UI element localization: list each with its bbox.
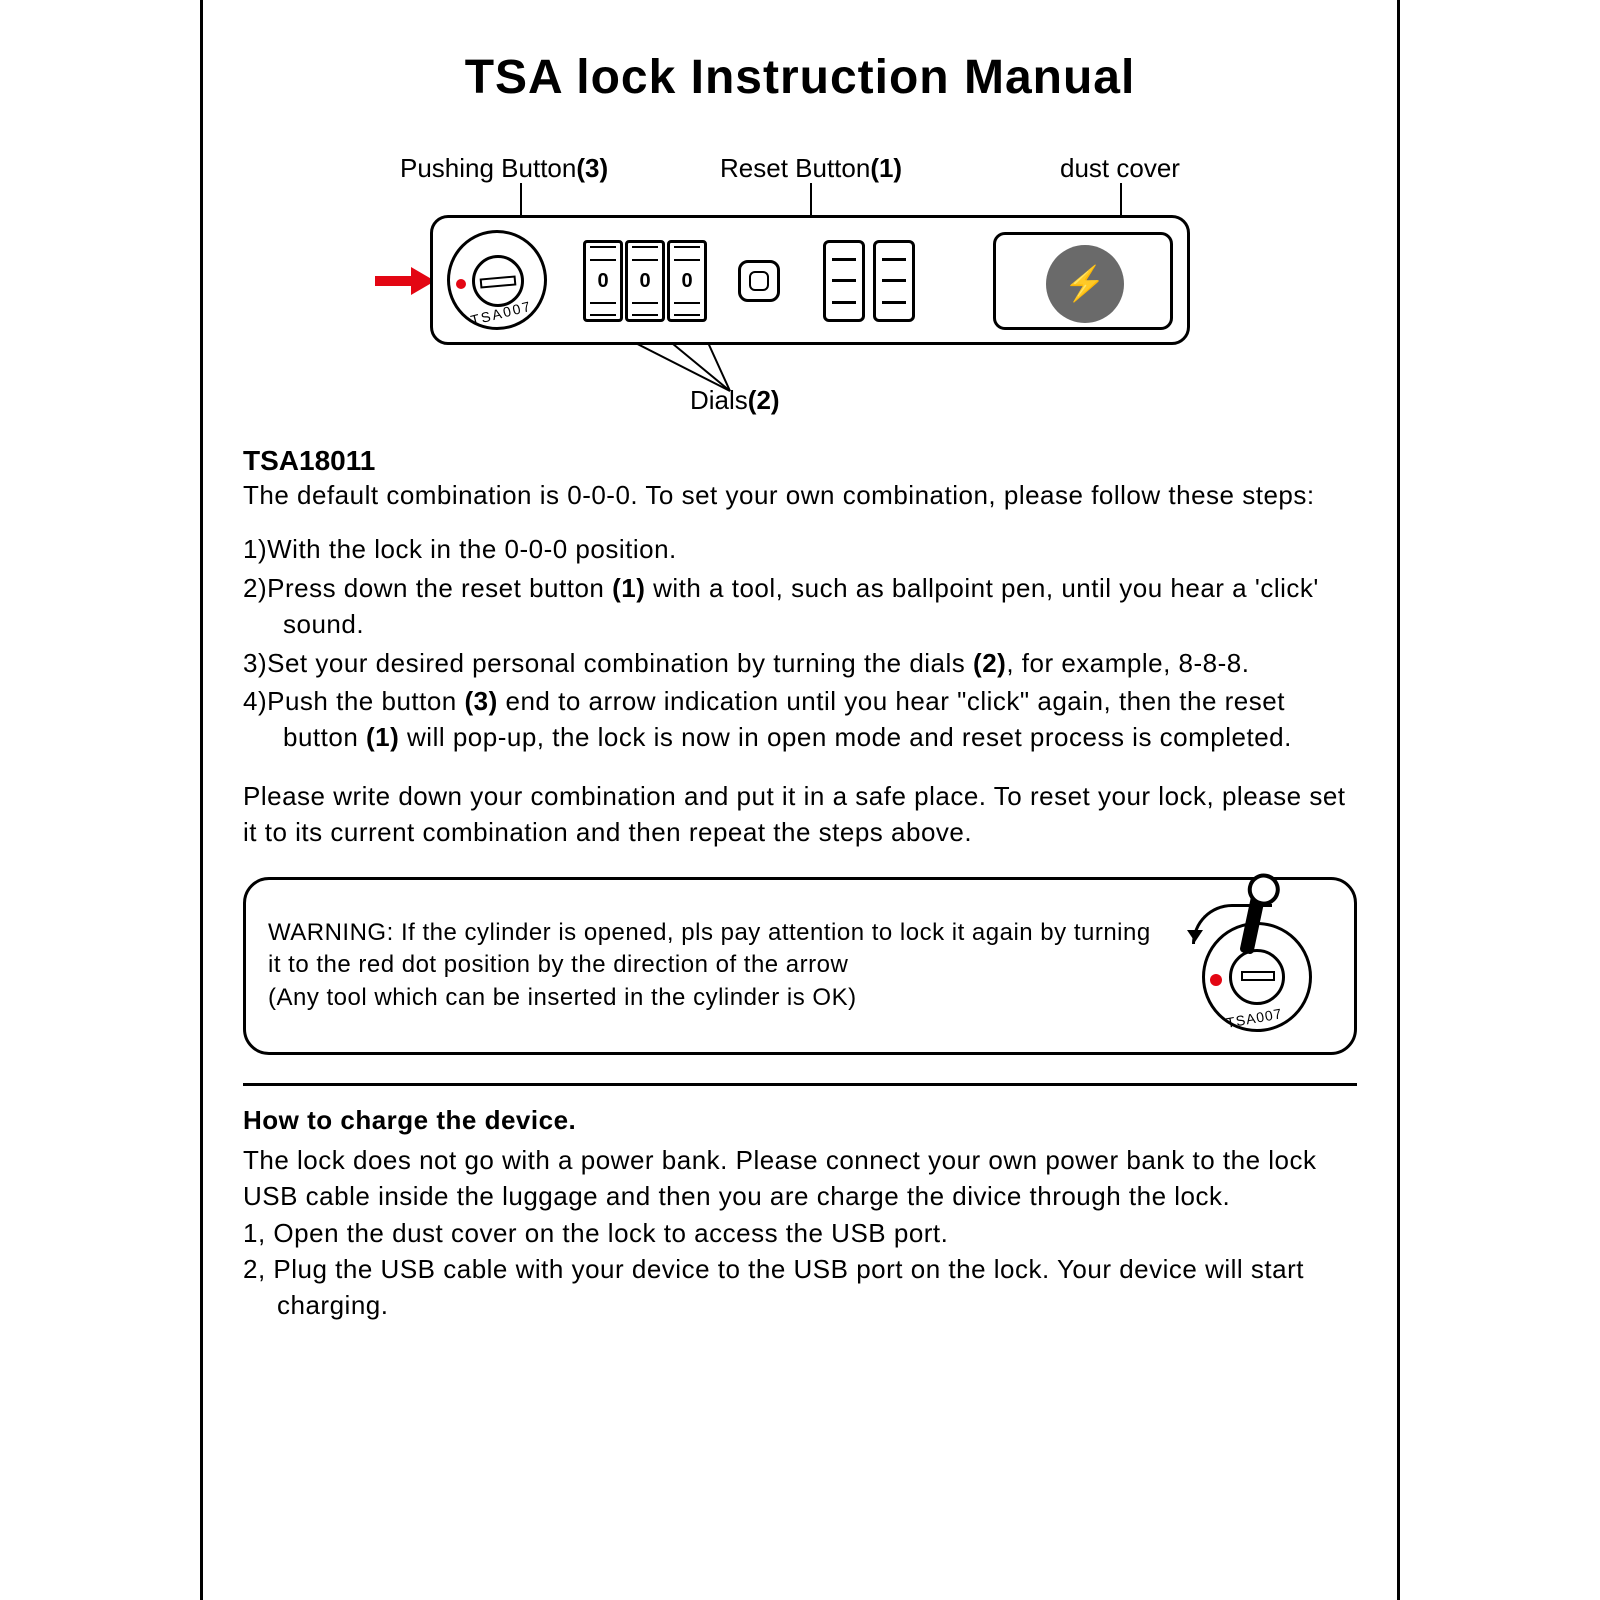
red-arrow-icon bbox=[375, 267, 435, 295]
warning-text: WARNING: If the cylinder is opened, pls … bbox=[268, 917, 1162, 1014]
charge-section: How to charge the device. The lock does … bbox=[243, 1102, 1357, 1324]
lightning-icon: ⚡ bbox=[1064, 264, 1106, 304]
model-number: TSA18011 bbox=[243, 445, 1357, 477]
steps-list: 1)With the lock in the 0-0-0 position. 2… bbox=[243, 531, 1357, 755]
label-dust-cover: dust cover bbox=[1060, 153, 1180, 184]
dial: 0 bbox=[667, 240, 707, 322]
page-title: TSA lock Instruction Manual bbox=[243, 50, 1357, 105]
red-dot-icon bbox=[456, 279, 466, 289]
dust-cover-icon: ⚡ bbox=[1046, 245, 1124, 323]
dial: 0 bbox=[583, 240, 623, 322]
latch-group bbox=[823, 240, 915, 322]
red-dot-icon bbox=[1210, 974, 1222, 986]
note-text: Please write down your combination and p… bbox=[243, 778, 1357, 851]
manual-page: TSA lock Instruction Manual Pushing Butt… bbox=[200, 0, 1400, 1600]
step-item: 2)Press down the reset button (1) with a… bbox=[243, 570, 1357, 643]
intro-text: The default combination is 0-0-0. To set… bbox=[243, 477, 1357, 513]
latch bbox=[823, 240, 865, 322]
charge-step: 2, Plug the USB cable with your device t… bbox=[243, 1251, 1357, 1324]
label-reset-button: Reset Button(1) bbox=[720, 153, 902, 184]
dust-cover-area: ⚡ bbox=[993, 232, 1173, 330]
charge-step: 1, Open the dust cover on the lock to ac… bbox=[243, 1215, 1357, 1251]
reset-button-icon bbox=[738, 260, 780, 302]
dials-group: 0 0 0 bbox=[583, 240, 707, 322]
cylinder-pushing-button: TSA007 bbox=[447, 230, 547, 330]
step-item: 1)With the lock in the 0-0-0 position. bbox=[243, 531, 1357, 567]
step-item: 3)Set your desired personal combination … bbox=[243, 645, 1357, 681]
latch bbox=[873, 240, 915, 322]
lock-diagram: Pushing Button(3) Reset Button(1) dust c… bbox=[340, 135, 1260, 425]
divider bbox=[243, 1083, 1357, 1086]
label-pushing-button: Pushing Button(3) bbox=[400, 153, 608, 184]
warning-box: WARNING: If the cylinder is opened, pls … bbox=[243, 877, 1357, 1055]
dial: 0 bbox=[625, 240, 665, 322]
charge-title: How to charge the device. bbox=[243, 1102, 1357, 1138]
warning-diagram: TSA007 bbox=[1182, 896, 1332, 1036]
charge-intro: The lock does not go with a power bank. … bbox=[243, 1142, 1357, 1215]
lock-body: TSA007 0 0 0 bbox=[430, 215, 1190, 345]
step-item: 4)Push the button (3) end to arrow indic… bbox=[243, 683, 1357, 756]
